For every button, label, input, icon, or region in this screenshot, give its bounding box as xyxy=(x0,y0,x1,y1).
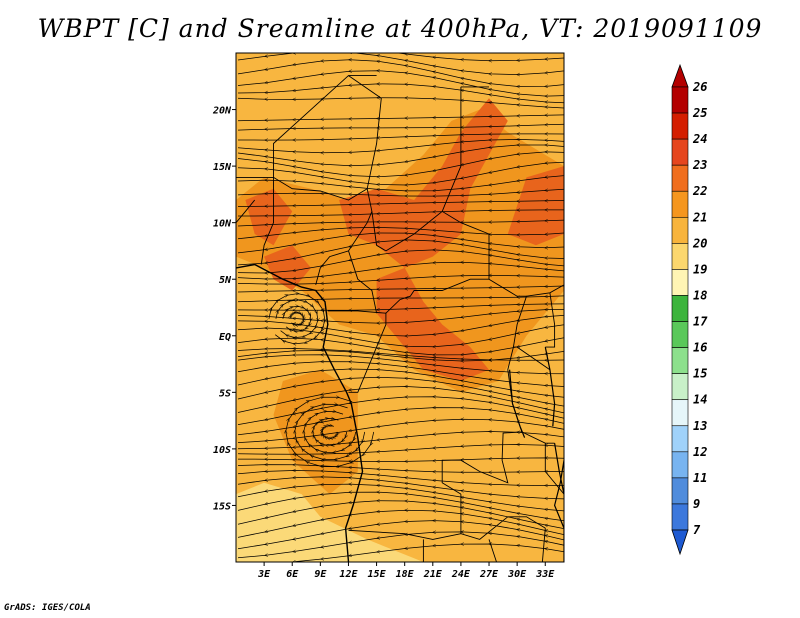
colorbar-label: 17 xyxy=(693,315,708,329)
colorbar-segment xyxy=(671,190,689,218)
streamline xyxy=(237,124,564,130)
colorbar-segment xyxy=(671,451,689,479)
x-tick-label: 9E xyxy=(314,569,327,580)
y-tick-label: 15N xyxy=(213,162,232,173)
colorbar-label: 9 xyxy=(693,497,700,511)
credit-label: GrADS: IGES/COLA xyxy=(4,603,91,613)
streamline xyxy=(237,189,564,196)
x-tick-label: 21E xyxy=(423,569,443,580)
colorbar-segment xyxy=(671,373,689,401)
y-tick-label: EQ xyxy=(219,332,231,343)
map-frame xyxy=(235,52,565,563)
colorbar-segment xyxy=(671,425,689,453)
streamline xyxy=(237,210,564,216)
chart-title: WBPT [C] and Sreamline at 400hPa, VT: 20… xyxy=(37,14,763,43)
colorbar-segment xyxy=(671,269,689,296)
colorbar-label: 14 xyxy=(693,393,707,407)
x-tick-label: 24E xyxy=(451,569,471,580)
colorbar-label: 26 xyxy=(692,80,707,94)
colorbar-label: 11 xyxy=(693,471,707,485)
colorbar-label: 15 xyxy=(693,367,707,381)
y-tick-label: 10S xyxy=(213,445,231,456)
colorbar-label: 18 xyxy=(693,288,707,302)
colorbar-segment xyxy=(671,86,689,114)
colorbar-segment xyxy=(671,164,689,192)
colorbar-label: 22 xyxy=(692,184,707,198)
colorbar-segment xyxy=(671,112,689,140)
colorbar-label: 16 xyxy=(693,341,707,355)
y-tick-label: 10N xyxy=(213,219,232,230)
streamline xyxy=(237,275,564,284)
x-tick-label: 30E xyxy=(507,569,527,580)
x-tick-label: 12E xyxy=(339,569,358,580)
colorbar-segment xyxy=(671,347,689,374)
x-tick-label: 33E xyxy=(535,569,555,580)
colorbar-label: 24 xyxy=(692,132,707,146)
y-tick-label: 15S xyxy=(213,501,231,512)
coastline-east xyxy=(553,460,564,562)
colorbar-label: 7 xyxy=(693,523,701,537)
x-tick-label: 6E xyxy=(286,569,299,580)
streamline xyxy=(237,286,564,292)
colorbar-segment xyxy=(671,399,689,427)
colorbar: 26 25 24 23 22 21 20 19 18 17 16 15 14 13 12 11 9 7 xyxy=(671,63,708,556)
x-tick-label: 15E xyxy=(368,569,387,580)
colorbar-segment xyxy=(671,295,689,322)
colorbar-label: 21 xyxy=(692,210,707,224)
colorbar-segment xyxy=(671,503,689,531)
colorbar-label: 19 xyxy=(693,262,707,276)
colorbar-bottom-triangle xyxy=(671,529,689,556)
y-tick-label: 20N xyxy=(212,106,232,117)
colorbar-top-triangle xyxy=(671,63,689,88)
border-line xyxy=(236,199,256,223)
colorbar-segment xyxy=(671,477,689,505)
map-plot-area xyxy=(236,53,564,562)
streamline xyxy=(268,294,325,344)
x-tick-label: 18E xyxy=(396,569,415,580)
colorbar-segment xyxy=(671,243,689,270)
streamlines xyxy=(237,53,564,562)
axis-ticks: 3E 6E 9E 12E 15E 18E 21E 24E 27E 30E 33E 20N 15N 10N 5… xyxy=(212,106,555,580)
colorbar-segment xyxy=(671,321,689,348)
colorbar-segment xyxy=(671,216,689,244)
colorbar-label: 20 xyxy=(692,236,707,250)
streamline xyxy=(237,220,564,226)
colorbar-label: 12 xyxy=(693,445,707,459)
x-tick-label: 3E xyxy=(257,569,271,580)
y-tick-label: 5S xyxy=(219,388,231,399)
border-line xyxy=(545,292,556,348)
streamline xyxy=(237,98,564,109)
colorbar-label: 13 xyxy=(693,419,707,433)
colorbar-label: 25 xyxy=(692,106,707,120)
streamline xyxy=(237,200,564,206)
colorbar-label: 23 xyxy=(692,158,707,172)
streamline xyxy=(286,397,375,466)
streamline xyxy=(237,115,564,121)
border-line xyxy=(526,279,564,297)
y-tick-label: 5N xyxy=(219,275,232,286)
x-tick-label: 27E xyxy=(479,569,499,580)
colorbar-segment xyxy=(671,138,689,166)
